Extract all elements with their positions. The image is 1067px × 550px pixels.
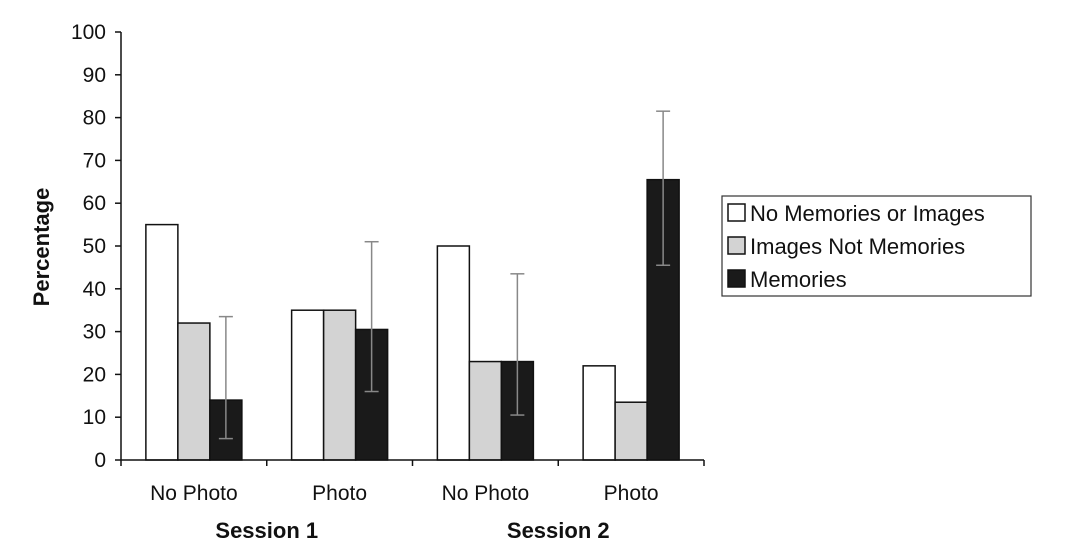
y-tick-label: 50 bbox=[83, 235, 106, 258]
bar bbox=[177, 322, 211, 461]
group-label: Session 2 bbox=[507, 518, 610, 543]
y-tick-label: 30 bbox=[83, 321, 106, 344]
bar bbox=[290, 309, 325, 461]
bar bbox=[468, 360, 503, 461]
legend-box bbox=[721, 195, 1032, 297]
legend-label: Images Not Memories bbox=[750, 234, 965, 259]
legend: No Memories or Images Images Not Memories… bbox=[721, 195, 1032, 297]
legend-swatch bbox=[727, 203, 746, 222]
y-axis: 0 10 20 30 40 50 60 70 80 90 100 bbox=[71, 21, 122, 472]
group-label: Session 1 bbox=[215, 518, 318, 543]
bars bbox=[145, 178, 680, 461]
error-bars bbox=[218, 110, 671, 440]
category-label: Photo bbox=[604, 482, 659, 505]
bar bbox=[145, 223, 179, 461]
legend-swatch bbox=[727, 269, 746, 288]
y-tick-label: 40 bbox=[83, 278, 106, 301]
category-label: No Photo bbox=[150, 482, 238, 505]
y-tick-label: 0 bbox=[94, 449, 106, 472]
category-label: No Photo bbox=[442, 482, 530, 505]
legend-label: Memories bbox=[750, 267, 847, 292]
y-tick-label: 80 bbox=[83, 107, 106, 130]
y-tick-label: 100 bbox=[71, 21, 106, 44]
y-tick-label: 70 bbox=[83, 149, 106, 172]
bar bbox=[582, 365, 616, 461]
y-tick-label: 20 bbox=[83, 363, 106, 386]
x-axis: No Photo Photo No Photo Photo Session 1 Sessi… bbox=[120, 459, 705, 543]
category-label: Photo bbox=[312, 482, 367, 505]
y-axis-label: Percentage bbox=[29, 188, 54, 307]
legend-swatch bbox=[727, 236, 746, 255]
y-tick-label: 60 bbox=[83, 192, 106, 215]
bar bbox=[436, 245, 471, 461]
legend-label: No Memories or Images bbox=[750, 201, 985, 226]
y-tick-label: 10 bbox=[83, 406, 106, 429]
bar bbox=[322, 309, 357, 461]
y-tick-label: 90 bbox=[83, 64, 106, 87]
bar bbox=[614, 401, 648, 461]
